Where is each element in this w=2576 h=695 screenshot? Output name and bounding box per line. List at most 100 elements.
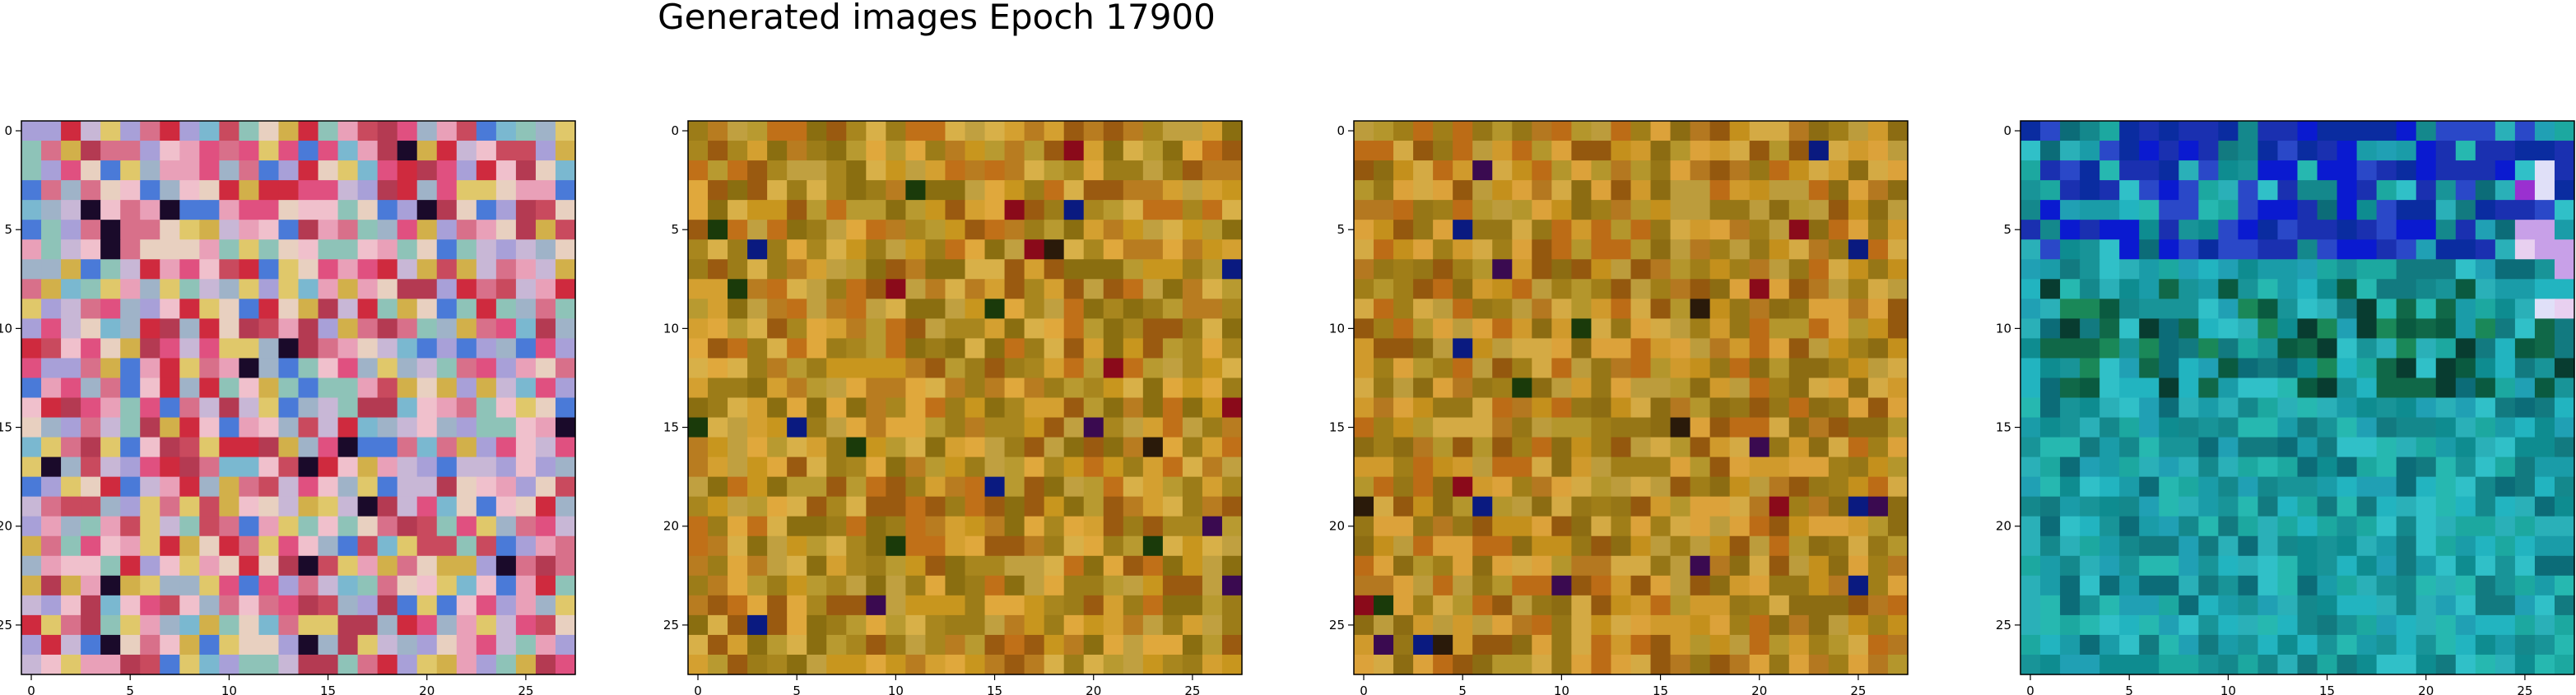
pixel bbox=[1611, 378, 1632, 399]
pixel bbox=[2317, 279, 2338, 299]
pixel bbox=[945, 634, 966, 656]
pixel bbox=[984, 299, 1006, 319]
pixel bbox=[61, 595, 81, 616]
pixel bbox=[2040, 259, 2061, 280]
pixel bbox=[337, 239, 359, 260]
pixel bbox=[21, 200, 42, 220]
pixel bbox=[41, 535, 62, 557]
pixel bbox=[1729, 437, 1751, 458]
pixel bbox=[2337, 141, 2358, 161]
pixel bbox=[160, 595, 180, 616]
pixel bbox=[81, 456, 101, 478]
pixel bbox=[1611, 318, 1632, 339]
pixel bbox=[120, 437, 141, 458]
pixel bbox=[2396, 456, 2417, 478]
pixel bbox=[886, 476, 906, 498]
pixel bbox=[239, 358, 260, 379]
pixel bbox=[1182, 456, 1203, 478]
pixel bbox=[140, 437, 160, 458]
pixel bbox=[1532, 575, 1552, 596]
pixel bbox=[1709, 595, 1731, 616]
pixel bbox=[1004, 496, 1025, 517]
pixel bbox=[1083, 378, 1104, 399]
pixel bbox=[2435, 555, 2457, 577]
pixel bbox=[2159, 417, 2179, 438]
pixel bbox=[1848, 476, 1869, 498]
pixel bbox=[1024, 220, 1045, 240]
pixel bbox=[2277, 318, 2299, 339]
pixel bbox=[515, 476, 537, 498]
pixel bbox=[1808, 200, 1830, 220]
pixel bbox=[2554, 378, 2575, 399]
pixel bbox=[2455, 259, 2476, 280]
pixel bbox=[807, 279, 827, 299]
pixel bbox=[2435, 121, 2457, 141]
pixel bbox=[2396, 516, 2417, 537]
pixel bbox=[1650, 555, 1672, 577]
pixel bbox=[747, 200, 768, 220]
pixel bbox=[2060, 378, 2081, 399]
pixel bbox=[1670, 160, 1691, 181]
pixel bbox=[1512, 634, 1532, 656]
pixel bbox=[708, 259, 728, 280]
pixel bbox=[2238, 338, 2259, 359]
pixel bbox=[826, 299, 847, 319]
pixel bbox=[258, 614, 280, 636]
pixel bbox=[239, 634, 260, 656]
pixel bbox=[2435, 358, 2457, 379]
pixel bbox=[2475, 555, 2496, 577]
pixel bbox=[1512, 417, 1532, 438]
pixel bbox=[1532, 555, 1552, 577]
pixel bbox=[1848, 141, 1869, 161]
pixel bbox=[1630, 338, 1652, 359]
y-tick-label: 10 bbox=[1329, 321, 1345, 336]
pixel bbox=[1393, 397, 1414, 419]
pixel bbox=[2198, 614, 2219, 636]
pixel bbox=[2435, 654, 2457, 675]
pixel bbox=[416, 417, 438, 438]
pixel bbox=[1413, 595, 1434, 616]
pixel bbox=[278, 239, 300, 260]
pixel bbox=[1828, 180, 1849, 201]
pixel bbox=[2435, 535, 2457, 557]
pixel bbox=[1551, 417, 1572, 438]
pixel bbox=[1670, 476, 1691, 498]
pixel bbox=[219, 595, 239, 616]
pixel bbox=[535, 259, 556, 280]
pixel bbox=[377, 239, 398, 260]
pixel bbox=[2040, 575, 2061, 596]
pixel bbox=[807, 516, 827, 537]
pixel bbox=[495, 595, 517, 616]
pixel bbox=[886, 456, 906, 478]
pixel bbox=[688, 634, 709, 656]
pixel bbox=[1063, 358, 1085, 379]
pixel bbox=[1551, 634, 1572, 656]
pixel bbox=[1630, 634, 1652, 656]
pixel bbox=[120, 121, 141, 141]
pixel bbox=[1867, 239, 1889, 260]
pixel bbox=[2080, 239, 2100, 260]
pixel bbox=[1808, 279, 1830, 299]
pixel bbox=[1808, 614, 1830, 636]
pixel bbox=[1083, 239, 1104, 260]
pixel bbox=[1532, 378, 1552, 399]
pixel bbox=[984, 200, 1006, 220]
pixel bbox=[1024, 259, 1045, 280]
pixel bbox=[1630, 121, 1652, 141]
pixel bbox=[1887, 397, 1909, 419]
pixel bbox=[886, 220, 906, 240]
pixel bbox=[2218, 417, 2239, 438]
pixel bbox=[1413, 121, 1434, 141]
pixel bbox=[1374, 141, 1394, 161]
pixel bbox=[2238, 397, 2259, 419]
pixel bbox=[100, 378, 121, 399]
pixel bbox=[199, 595, 220, 616]
pixel bbox=[397, 220, 418, 240]
pixel bbox=[179, 220, 200, 240]
pixel bbox=[2277, 239, 2299, 260]
pixel bbox=[1063, 496, 1085, 517]
pixel bbox=[1433, 259, 1453, 280]
pixel bbox=[1650, 654, 1672, 675]
pixel bbox=[807, 614, 827, 636]
pixel bbox=[2475, 220, 2496, 240]
